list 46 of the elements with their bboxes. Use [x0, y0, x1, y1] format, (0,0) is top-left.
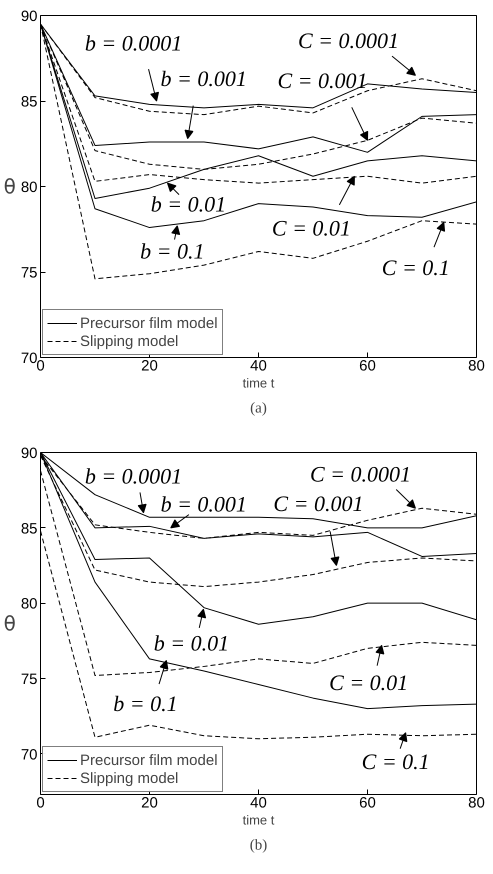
x-tick-label: 20 [141, 794, 158, 812]
y-tick-label: 70 [20, 746, 38, 764]
annotation: C = 0.1 [362, 749, 430, 774]
x-tick-label: 80 [468, 794, 485, 812]
x-tick-label: 0 [36, 358, 45, 374]
annotation: b = 0.0001 [84, 30, 182, 56]
legend-label: Slipping model [80, 332, 178, 350]
legend-label: Slipping model [80, 769, 178, 787]
annotation: b = 0.1 [140, 238, 204, 264]
y-axis-title: θ [4, 612, 16, 636]
annotation: b = 0.1 [113, 690, 178, 716]
annotation: b = 0.01 [150, 192, 226, 217]
x-tick-label: 40 [250, 794, 267, 812]
x-axis-title: time t [242, 376, 275, 390]
y-tick-label: 85 [20, 520, 38, 538]
annotation: C = 0.001 [273, 490, 364, 516]
annotation: C = 0.001 [277, 68, 368, 93]
annotation: b = 0.01 [154, 630, 230, 656]
text: (b) [250, 838, 268, 854]
y-axis-title: θ [4, 174, 16, 198]
x-tick-label: 60 [359, 794, 376, 812]
x-tick-label: 80 [468, 358, 485, 374]
text: (a) [250, 400, 267, 416]
y-tick-label: 80 [20, 596, 38, 613]
y-tick-label: 80 [20, 179, 38, 196]
y-tick-label: 75 [20, 264, 38, 282]
annotation: C = 0.01 [329, 670, 408, 695]
annotation: C = 0.01 [272, 216, 351, 241]
annotation: C = 0.0001 [310, 462, 411, 487]
annotation: b = 0.0001 [84, 463, 182, 488]
x-axis-title: time t [242, 812, 275, 828]
annotation: b = 0.001 [160, 491, 247, 516]
legend-label: Precursor film model [80, 314, 218, 332]
y-tick-label: 90 [20, 445, 38, 462]
x-tick-label: 20 [141, 358, 158, 374]
x-tick-label: 60 [359, 358, 376, 374]
y-tick-label: 85 [20, 94, 38, 110]
y-tick-label: 75 [20, 670, 38, 688]
x-tick-label: 40 [250, 358, 267, 374]
annotation: C = 0.0001 [298, 28, 399, 53]
legend-label: Precursor film model [80, 751, 218, 769]
x-tick-label: 0 [36, 794, 45, 812]
y-tick-label: 90 [20, 8, 38, 25]
annotation: C = 0.1 [382, 254, 450, 280]
y-tick-label: 70 [20, 350, 38, 367]
annotation: b = 0.001 [160, 66, 247, 92]
